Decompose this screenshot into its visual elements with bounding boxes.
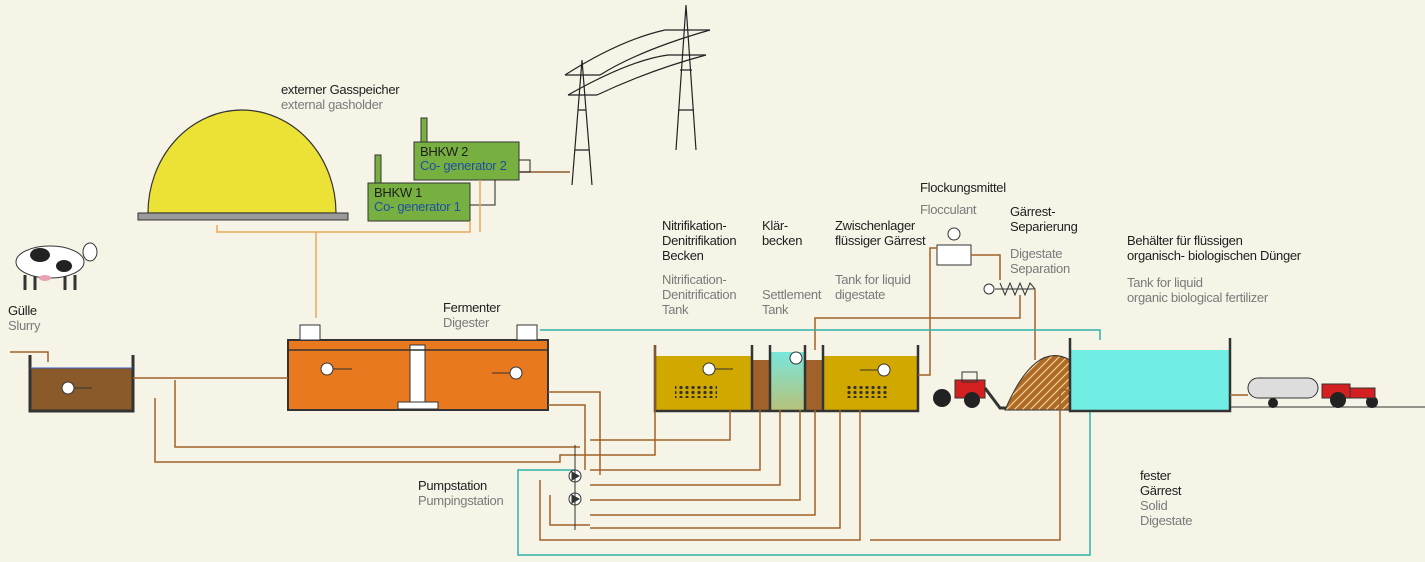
chp2-box [413,141,520,181]
german-text: becken [762,233,803,248]
nitrification-tank [655,356,752,410]
english-text: Settlement [762,287,822,302]
label-slurry: Gülle Slurry [8,303,40,333]
slurry-tank [30,368,133,410]
english-text: Pumpingstation [418,493,504,508]
label-gasholder: externer Gasspeicher external gasholder [281,82,400,112]
german-text: Flockungsmittel [920,180,1006,195]
english-text: Denitrification [662,287,737,302]
power-lines [520,4,711,186]
german-text: Gülle [8,303,37,318]
label-chp1: BHKW 1 Co- generator 1 [374,186,461,214]
german-text: Behälter für flüssigen [1127,233,1243,248]
english-text: Nitrification- [662,272,727,287]
english-text: Tank for liquid [1127,275,1203,290]
label-settlement: Klär-becken Settlement Tank [762,218,821,317]
chimney [420,117,428,143]
chimney [374,154,382,184]
gasholder-dome [147,109,337,214]
german-text: Pumpstation [418,478,487,493]
english-text: Digestate [1010,246,1063,261]
label-separation: Gärrest- Separierung Digestate Separation [1010,204,1078,276]
german-text: Fermenter [443,300,501,315]
german-text: Separierung [1010,219,1078,234]
slurry-pipes [133,247,1248,541]
german-text: Zwischenlager [835,218,915,233]
label-solid-digestate: fester Gärrest Solid Digestate [1140,468,1193,528]
screw-separator [995,281,1037,297]
english-text: digestate [835,287,886,302]
german-text: Denitrifikation [662,233,737,248]
tractor [933,371,1010,410]
german-text: BHKW 2 [420,144,469,159]
german-text: Klär- [762,218,788,233]
chp1-box [367,182,471,222]
german-text: Gärrest [1140,483,1182,498]
gas-pipe [216,180,481,318]
english-text: Solid [1140,498,1168,513]
english-text: external gasholder [281,97,383,112]
label-digester: Fermenter Digester [443,300,501,330]
english-text: Digester [443,315,490,330]
german-text: Nitrifikation- [662,218,727,233]
english-text: Tank [762,302,789,317]
german-text: fester [1140,468,1171,483]
english-text: Digestate [1140,513,1193,528]
german-text: organisch- biologischen Dünger [1127,248,1301,263]
english-text: Flocculant [920,202,977,217]
liquid-pipes [517,329,1101,556]
pumps [568,445,582,530]
english-text: Tank for liquid [835,272,911,287]
german-text: externer Gasspeicher [281,82,400,97]
english-text: Separation [1010,261,1070,276]
german-text: Gärrest- [1010,204,1056,219]
tanker [1247,377,1378,408]
power-cable [470,159,531,206]
label-flocculant: Flockungsmittel Flocculant [920,180,1006,217]
german-text: BHKW 1 [374,185,423,200]
german-text: Becken [662,248,704,263]
english-text: Slurry [8,318,41,333]
nitrification-tank [823,356,918,410]
english-text: Co- generator 2 [420,158,507,173]
english-text: Co- generator 1 [374,199,461,214]
mixers [61,227,1136,395]
english-text: Tank [662,302,689,317]
label-interim-storage: Zwischenlager flüssiger Gärrest Tank for l… [835,218,926,302]
label-chp2: BHKW 2 Co- generator 2 [420,145,507,173]
english-text: organic biological fertilizer [1127,290,1268,305]
cow [15,242,98,290]
gasholder-base [137,212,349,221]
label-nitrification: Nitrifikation- Denitrifikation Becken Nitri… [662,218,737,317]
label-fertilizer-tank: Behälter für flüssigen organisch- biologi… [1127,233,1301,305]
german-text: flüssiger Gärrest [835,233,926,248]
label-pumping-station: Pumpstation Pumpingstation [418,478,504,508]
fertilizer-tank [1070,350,1230,410]
